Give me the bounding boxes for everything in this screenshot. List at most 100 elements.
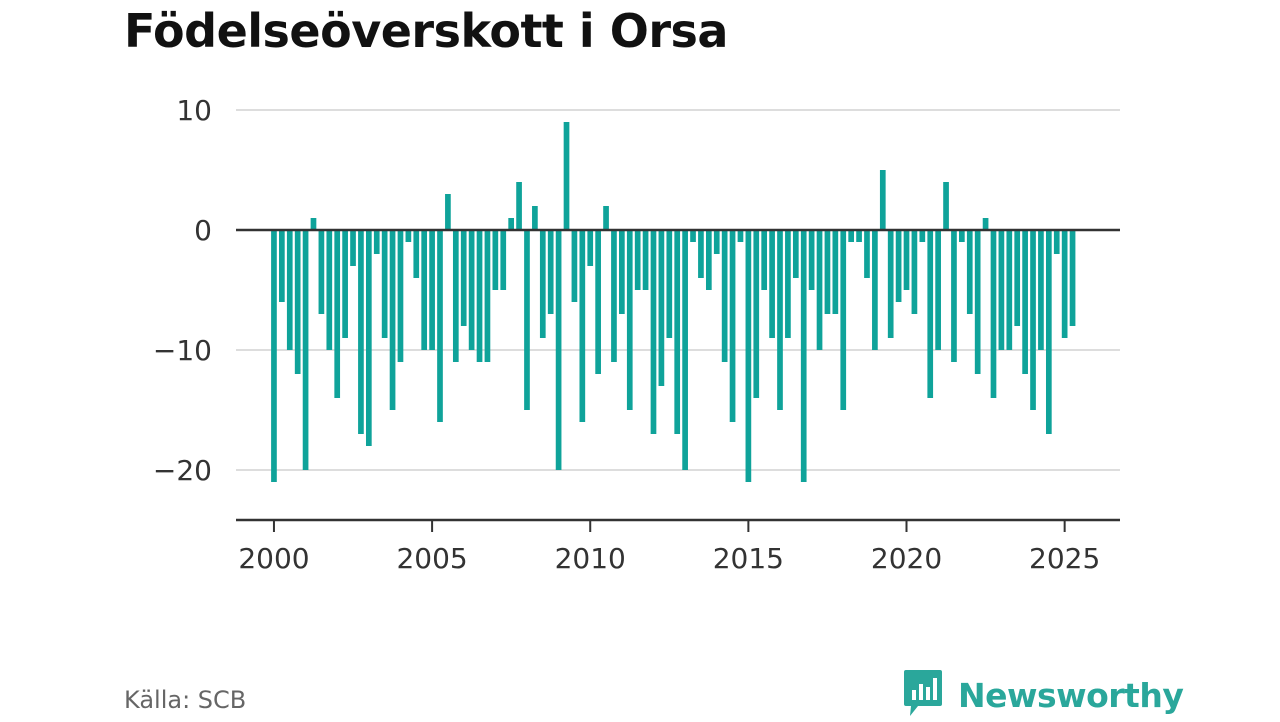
newsworthy-logo-icon (902, 668, 944, 722)
bar (951, 230, 957, 362)
bar (658, 230, 665, 386)
bar (294, 230, 301, 374)
bar (777, 230, 783, 410)
bar (879, 170, 886, 230)
bar (279, 230, 285, 302)
x-tick-label: 2005 (396, 542, 467, 575)
bar (611, 230, 617, 362)
bar (966, 230, 973, 314)
bar (887, 230, 894, 338)
bar (721, 230, 728, 362)
bar (816, 230, 823, 350)
bar (666, 230, 673, 338)
bar (302, 230, 309, 470)
bar (1061, 230, 1068, 338)
bar (626, 230, 633, 410)
y-axis: 10 0 −10 −20 (153, 94, 212, 487)
bar (634, 230, 641, 290)
bar (903, 230, 910, 290)
bar (1022, 230, 1028, 374)
bar (492, 230, 499, 290)
bar (587, 230, 594, 266)
bar (476, 230, 483, 362)
bar (484, 230, 491, 362)
bar (745, 230, 752, 482)
bar (437, 230, 443, 422)
bar (468, 230, 475, 350)
bar (405, 230, 412, 242)
bar (310, 218, 317, 230)
bar (1014, 230, 1021, 326)
bar (452, 230, 459, 362)
bar (619, 230, 625, 314)
bar (563, 122, 570, 230)
bar (808, 230, 815, 290)
bar (555, 230, 562, 470)
bar (872, 230, 878, 350)
bar (919, 230, 926, 242)
bar (832, 230, 839, 314)
bar (334, 230, 341, 398)
bar (389, 230, 396, 410)
bar (524, 230, 530, 410)
x-tick-label: 2020 (871, 542, 942, 575)
bar-series (271, 122, 1076, 482)
bar (990, 230, 997, 398)
bar (595, 230, 601, 374)
bar (318, 230, 325, 314)
bar (413, 230, 420, 278)
bar (792, 230, 799, 278)
bar (674, 230, 681, 434)
y-tick-label: 10 (176, 94, 212, 127)
bar (642, 230, 649, 290)
brand-logo[interactable]: Newsworthy (902, 668, 1184, 722)
x-tick-label: 2025 (1029, 542, 1100, 575)
x-axis: 2000 2005 2010 2015 2020 2025 (238, 520, 1100, 575)
y-tick-label: −10 (153, 334, 212, 367)
bar (373, 230, 380, 254)
x-tick-label: 2000 (238, 542, 309, 575)
bar (516, 182, 522, 230)
bar (840, 230, 847, 410)
bar (365, 230, 372, 446)
bar (271, 230, 277, 482)
bar (350, 230, 356, 266)
bar (998, 230, 1005, 350)
bar (785, 230, 791, 338)
bar (982, 218, 989, 230)
x-tick-label: 2015 (713, 542, 784, 575)
bar (713, 230, 720, 254)
bar (1069, 230, 1076, 326)
bar (705, 230, 712, 290)
bar (911, 230, 918, 314)
bar (864, 230, 870, 278)
bar (935, 230, 941, 350)
bar (1030, 230, 1036, 410)
bar (650, 230, 657, 434)
bar (824, 230, 831, 314)
bar (342, 230, 348, 338)
bar (895, 230, 902, 302)
bar (753, 230, 760, 398)
bar (381, 230, 388, 338)
bar (358, 230, 364, 434)
bar (326, 230, 333, 350)
chart-title: Födelseöverskott i Orsa (124, 4, 728, 58)
bar (1038, 230, 1044, 350)
brand-name: Newsworthy (958, 675, 1184, 715)
bar (460, 230, 467, 326)
y-tick-label: 0 (194, 214, 212, 247)
bar (539, 230, 546, 338)
bar (848, 230, 855, 242)
bar (761, 230, 768, 290)
bar (532, 206, 538, 230)
bar (508, 218, 515, 230)
bar (1045, 230, 1052, 434)
bar (421, 230, 428, 350)
bar (974, 230, 981, 374)
bar (397, 230, 404, 362)
bar (729, 230, 736, 422)
bar (547, 230, 554, 314)
bar (1053, 230, 1060, 254)
bar (800, 230, 807, 482)
